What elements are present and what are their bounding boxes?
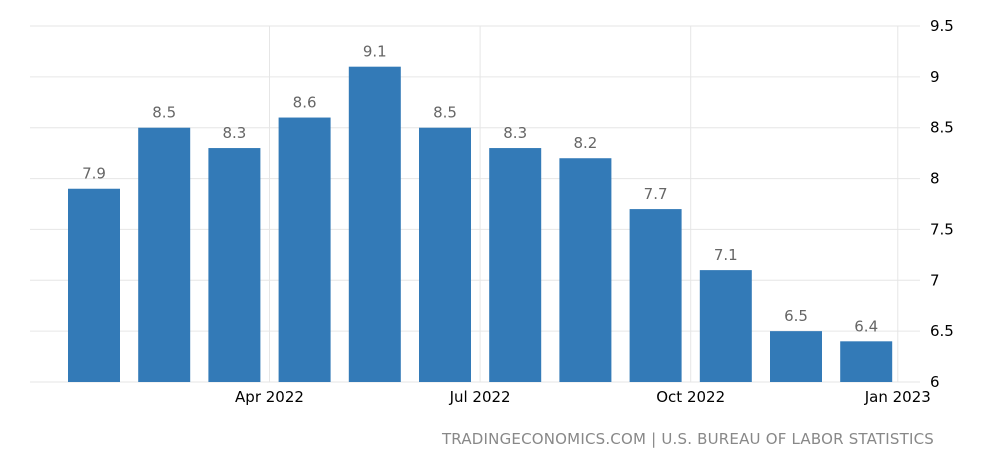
- y-tick-label: 7.5: [930, 220, 954, 238]
- data-label: 9.1: [363, 43, 387, 61]
- y-tick-label: 8: [930, 170, 940, 188]
- data-label: 7.1: [714, 246, 738, 264]
- x-tick-label: Oct 2022: [656, 388, 725, 406]
- data-label: 8.3: [503, 124, 527, 142]
- bar: [629, 209, 682, 382]
- data-label: 8.6: [293, 94, 317, 112]
- y-tick-label: 6: [930, 373, 940, 391]
- bar: [770, 331, 822, 382]
- data-label: 8.3: [222, 124, 246, 142]
- y-tick-label: 6.5: [930, 322, 954, 340]
- y-tick-label: 9: [930, 68, 940, 86]
- data-label: 8.2: [573, 134, 597, 152]
- y-tick-label: 9.5: [930, 17, 954, 35]
- x-tick-label: Jul 2022: [449, 388, 511, 406]
- data-label: 7.7: [644, 185, 668, 203]
- data-label: 7.9: [82, 165, 106, 183]
- bar: [699, 270, 752, 382]
- bar: [138, 127, 191, 382]
- bar: [559, 158, 612, 382]
- data-label: 6.5: [784, 307, 808, 325]
- data-label: 8.5: [152, 104, 176, 122]
- source-attribution: TRADINGECONOMICS.COM | U.S. BUREAU OF LA…: [441, 430, 934, 448]
- bar: [840, 341, 893, 382]
- y-axis: 6 6.5 7 7.5 8 8.5 9 9.5: [930, 17, 954, 391]
- data-label: 6.4: [854, 317, 878, 335]
- x-axis: Apr 2022 Jul 2022 Oct 2022 Jan 2023: [235, 388, 931, 406]
- y-tick-label: 7: [930, 271, 940, 289]
- y-tick-label: 8.5: [930, 119, 954, 137]
- data-label: 8.5: [433, 104, 457, 122]
- bar: [419, 127, 471, 382]
- data-labels: 7.9 8.5 8.3 8.6 9.1 8.5 8.3 8.2 7.7 7.1 6.5 6.4: [82, 43, 878, 336]
- bar: [68, 188, 120, 382]
- bar: [489, 148, 542, 382]
- bar: [348, 66, 401, 382]
- bars: [68, 66, 893, 383]
- x-tick-label: Jan 2023: [864, 388, 931, 406]
- x-tick-label: Apr 2022: [235, 388, 304, 406]
- bar: [278, 117, 331, 383]
- bar: [208, 148, 261, 382]
